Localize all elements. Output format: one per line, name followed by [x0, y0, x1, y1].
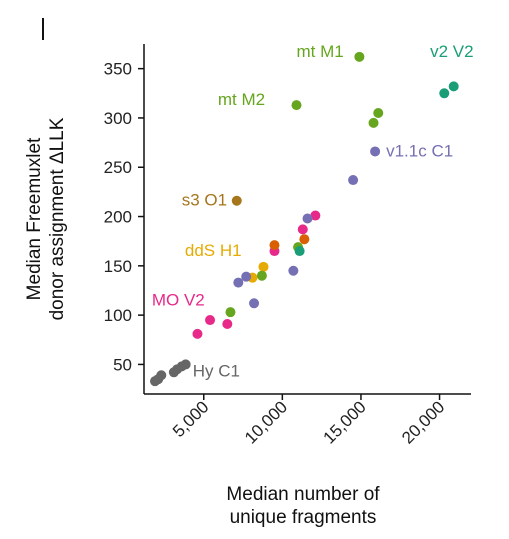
data-point [192, 328, 203, 339]
x-tick-label: 5,000 [169, 397, 213, 441]
corner-mark [42, 18, 44, 40]
y-tick-label: 300 [104, 109, 132, 128]
data-point [294, 246, 305, 257]
data-point [258, 261, 269, 272]
data-point [439, 88, 450, 99]
data-point [291, 100, 302, 111]
group-label: mt M2 [218, 90, 265, 109]
y-axis-title-line-1: Median Freemuxlet [24, 137, 45, 300]
data-point [256, 270, 267, 281]
group-label: s3 O1 [182, 191, 227, 210]
data-point [156, 370, 167, 381]
y-axis-title-line-2: donor assignment ΔLLK [47, 117, 68, 320]
y-tick-label: 100 [104, 306, 132, 325]
data-point [231, 195, 242, 206]
x-tick-label: 15,000 [320, 397, 370, 447]
data-point [205, 315, 216, 326]
data-point [448, 81, 459, 92]
x-tick-label: 10,000 [241, 397, 291, 447]
data-point [370, 146, 381, 157]
group-labels: mt M1 v2 V2 mt M2 v1.1c C1 s3 O1 ddS H1 MO V2 H… [152, 42, 474, 380]
data-point [180, 359, 191, 370]
data-point [310, 210, 321, 221]
data-point [233, 277, 244, 288]
data-point [269, 240, 280, 251]
y-tick-label: 350 [104, 60, 132, 79]
group-label: mt M1 [296, 42, 343, 61]
data-point [297, 224, 308, 235]
data-point [222, 319, 233, 329]
x-ticks: 5,000 10,000 15,000 20,000 [169, 394, 448, 448]
group-label: Hy C1 [193, 361, 240, 380]
x-axis-title-line-1: Median number of [226, 484, 380, 505]
group-label: v2 V2 [430, 42, 473, 61]
x-axis-title-line-2: unique fragments [230, 507, 377, 528]
y-tick-label: 200 [104, 208, 132, 227]
data-point [348, 175, 359, 186]
data-point [241, 271, 252, 282]
data-points [150, 51, 459, 387]
data-point [299, 234, 310, 245]
data-point [225, 307, 236, 318]
data-point [302, 213, 313, 224]
data-point [368, 117, 379, 128]
data-point [249, 298, 260, 309]
group-label: v1.1c C1 [386, 141, 453, 160]
axes [143, 44, 471, 395]
group-label: MO V2 [152, 290, 205, 309]
y-tick-label: 150 [104, 257, 132, 276]
x-tick-label: 20,000 [398, 397, 448, 447]
y-ticks: 50 100 150 200 250 300 350 [104, 60, 144, 374]
data-point [373, 108, 384, 119]
y-tick-label: 50 [113, 355, 132, 374]
group-label: ddS H1 [185, 241, 242, 260]
data-point [288, 265, 299, 276]
data-point [354, 51, 365, 62]
y-tick-label: 250 [104, 158, 132, 177]
